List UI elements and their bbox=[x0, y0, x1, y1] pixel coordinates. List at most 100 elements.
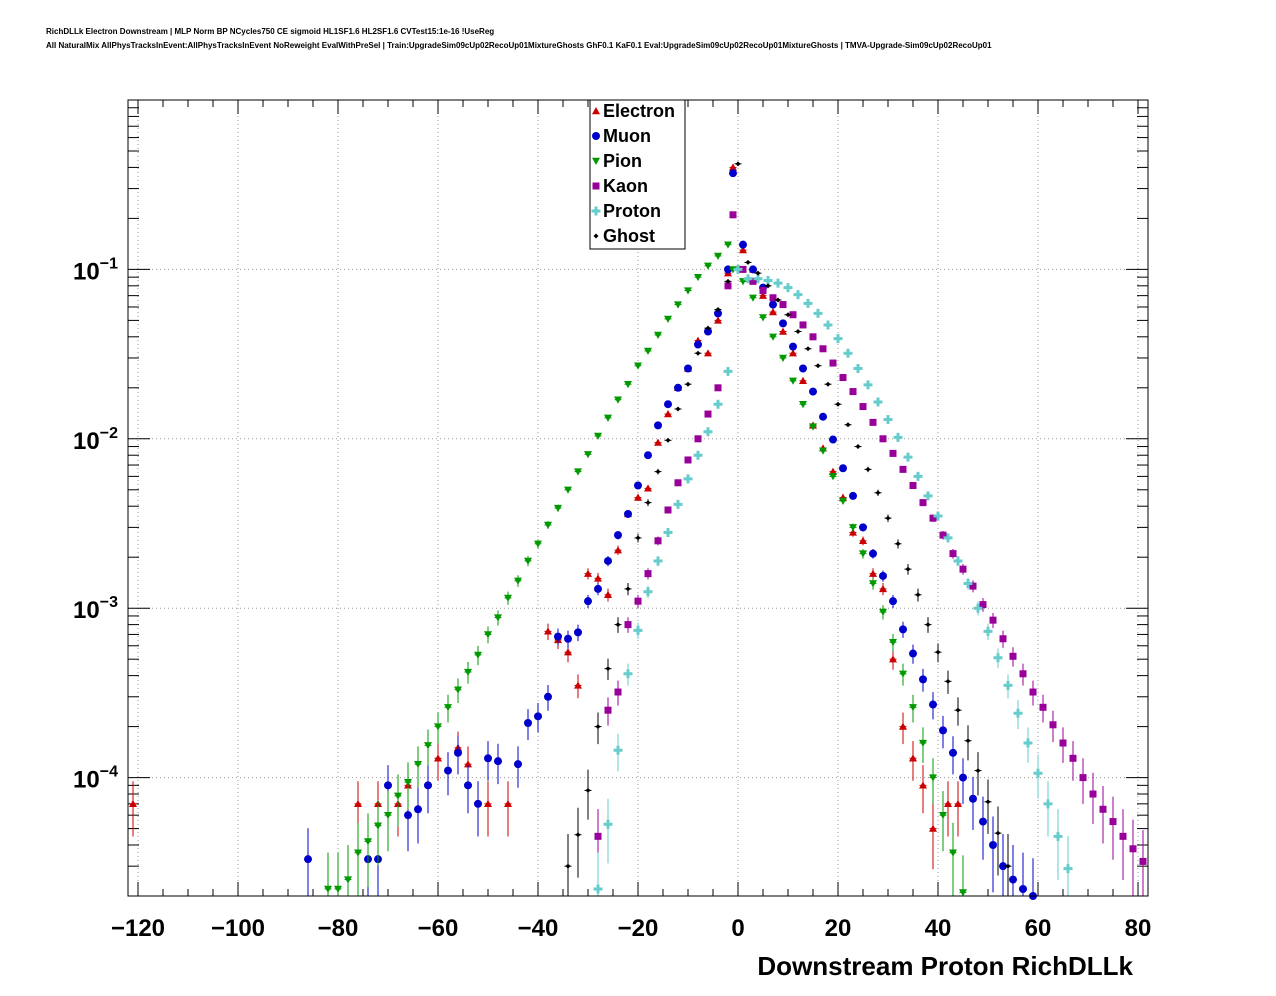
data-point bbox=[735, 161, 741, 167]
data-point bbox=[869, 580, 877, 588]
data-point bbox=[739, 246, 747, 254]
data-point bbox=[404, 778, 412, 787]
y-tick-label: 10−2 bbox=[73, 425, 118, 455]
data-point bbox=[604, 556, 612, 565]
data-point bbox=[929, 774, 937, 782]
data-point bbox=[789, 377, 797, 385]
data-point bbox=[304, 855, 312, 864]
x-tick-label: −80 bbox=[318, 915, 359, 942]
data-point bbox=[975, 768, 981, 774]
data-point bbox=[1109, 818, 1117, 826]
data-point bbox=[404, 811, 412, 820]
x-tick-label: 60 bbox=[1025, 915, 1052, 942]
data-point bbox=[819, 412, 827, 421]
data-point bbox=[873, 397, 883, 407]
data-point bbox=[524, 719, 532, 728]
data-point bbox=[454, 748, 462, 757]
legend-item-electron: Electron bbox=[592, 101, 675, 121]
data-point bbox=[965, 738, 971, 744]
data-point bbox=[939, 811, 947, 820]
data-point bbox=[695, 350, 701, 356]
x-tick-labels: −120 −100 −80 −60 −40 −20 0 20 40 60 80 bbox=[111, 915, 1151, 942]
data-point bbox=[759, 291, 767, 299]
series-kaon bbox=[594, 211, 1147, 896]
data-point bbox=[763, 275, 773, 285]
data-point bbox=[684, 287, 692, 295]
data-point bbox=[989, 616, 997, 624]
data-point bbox=[963, 578, 973, 588]
y-tick-mantissa: 10 bbox=[73, 767, 100, 794]
data-point bbox=[684, 364, 692, 373]
data-point bbox=[749, 265, 757, 274]
data-point bbox=[959, 889, 967, 897]
data-point bbox=[634, 481, 642, 490]
data-point bbox=[923, 491, 933, 501]
data-point bbox=[839, 374, 847, 382]
data-point bbox=[929, 700, 937, 709]
data-point bbox=[849, 491, 857, 500]
data-point bbox=[944, 799, 952, 808]
data-point bbox=[829, 435, 837, 444]
data-point bbox=[739, 265, 747, 273]
data-point bbox=[694, 340, 702, 349]
data-point bbox=[324, 885, 332, 893]
data-point bbox=[129, 799, 137, 808]
legend-marker bbox=[592, 132, 600, 140]
data-point bbox=[474, 799, 482, 808]
x-axis-title: Downstream Proton RichDLLk bbox=[757, 951, 1133, 981]
data-point bbox=[605, 666, 611, 672]
data-point bbox=[795, 328, 801, 334]
data-point bbox=[624, 621, 632, 629]
x-tick-label: −20 bbox=[618, 915, 659, 942]
legend: Electron Muon Pion Kaon Proton Ghost bbox=[589, 99, 686, 250]
data-point bbox=[604, 706, 612, 714]
data-point bbox=[875, 490, 881, 496]
data-point bbox=[889, 655, 897, 663]
data-point bbox=[1053, 831, 1063, 841]
data-series bbox=[129, 161, 1147, 900]
data-point bbox=[694, 435, 702, 443]
data-point bbox=[594, 574, 602, 582]
data-point bbox=[815, 363, 821, 369]
data-point bbox=[995, 830, 1001, 836]
data-point bbox=[985, 799, 991, 805]
data-point bbox=[759, 287, 767, 295]
data-point bbox=[879, 608, 887, 616]
data-point bbox=[773, 278, 783, 288]
legend-marker bbox=[592, 107, 600, 115]
data-point bbox=[954, 799, 962, 808]
data-point bbox=[414, 760, 422, 769]
data-point bbox=[819, 345, 827, 353]
data-point bbox=[959, 565, 967, 573]
data-point bbox=[644, 451, 652, 460]
x-tick-label: 20 bbox=[825, 915, 852, 942]
data-point bbox=[999, 635, 1007, 643]
data-point bbox=[585, 787, 591, 793]
data-point bbox=[344, 876, 352, 884]
legend-marker bbox=[591, 206, 601, 216]
data-point bbox=[654, 537, 662, 545]
data-point bbox=[504, 594, 512, 602]
data-point bbox=[919, 739, 927, 748]
legend-label: Proton bbox=[603, 201, 661, 221]
data-point bbox=[1049, 721, 1057, 729]
data-point bbox=[464, 760, 472, 768]
data-point bbox=[1029, 688, 1037, 696]
data-point bbox=[1043, 799, 1053, 809]
data-point bbox=[634, 362, 642, 370]
y-tick-mantissa: 10 bbox=[73, 258, 100, 285]
data-point bbox=[584, 597, 592, 606]
data-point bbox=[514, 760, 522, 769]
data-point bbox=[979, 817, 987, 826]
x-tick-label: −120 bbox=[111, 915, 165, 942]
data-point bbox=[749, 294, 757, 302]
data-point bbox=[715, 306, 721, 312]
data-point bbox=[655, 469, 661, 475]
data-point bbox=[1009, 875, 1017, 884]
data-point bbox=[615, 622, 621, 628]
data-point bbox=[829, 359, 837, 367]
data-point bbox=[634, 493, 642, 501]
data-point bbox=[544, 521, 552, 529]
data-point bbox=[853, 364, 863, 374]
data-point bbox=[993, 653, 1003, 663]
